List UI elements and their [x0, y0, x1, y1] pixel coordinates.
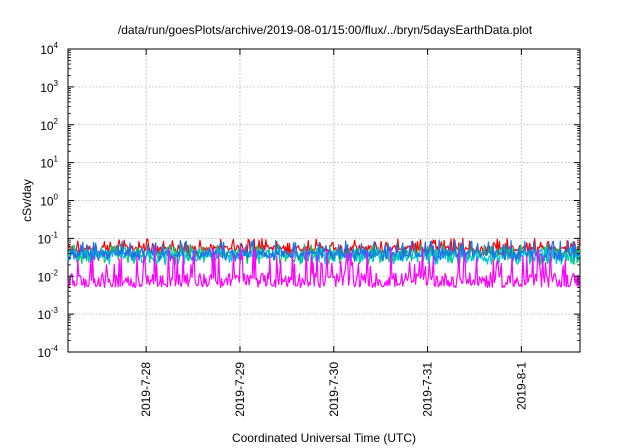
y-tick-label: 10-4: [38, 344, 59, 360]
y-tick-label: 102: [40, 117, 58, 133]
x-tick-label: 2019-7-28: [139, 362, 153, 417]
x-tick-label: 2019-7-30: [327, 362, 341, 417]
grid: [68, 49, 580, 352]
y-tick-label: 10-1: [38, 230, 59, 246]
x-tick-label: 2019-7-29: [233, 362, 247, 417]
y-tick-label: 101: [40, 155, 58, 171]
y-tick-label: 10-3: [38, 306, 59, 322]
y-tick-label: 103: [40, 79, 58, 95]
x-axis: 2019-7-28 2019-7-29 2019-7-30 2019-7-31 2019…: [139, 49, 528, 417]
y-tick-label: 104: [40, 41, 58, 57]
y-tick-label: 10-2: [38, 268, 59, 284]
x-tick-label: 2019-8-1: [514, 362, 528, 410]
y-tick-label: 100: [40, 193, 58, 209]
series-line: [67, 239, 581, 262]
x-axis-label: Coordinated Universal Time (UTC): [232, 431, 416, 445]
y-axis-label: cSv/day: [20, 179, 34, 222]
chart-title: /data/run/goesPlots/archive/2019-08-01/1…: [118, 23, 533, 37]
series-line: [67, 246, 581, 289]
series-group: [67, 237, 581, 289]
y-axis: 104 103 102 101 100 10-1 10-2 10-3 10-4: [38, 41, 580, 360]
x-tick-label: 2019-7-31: [421, 362, 435, 417]
